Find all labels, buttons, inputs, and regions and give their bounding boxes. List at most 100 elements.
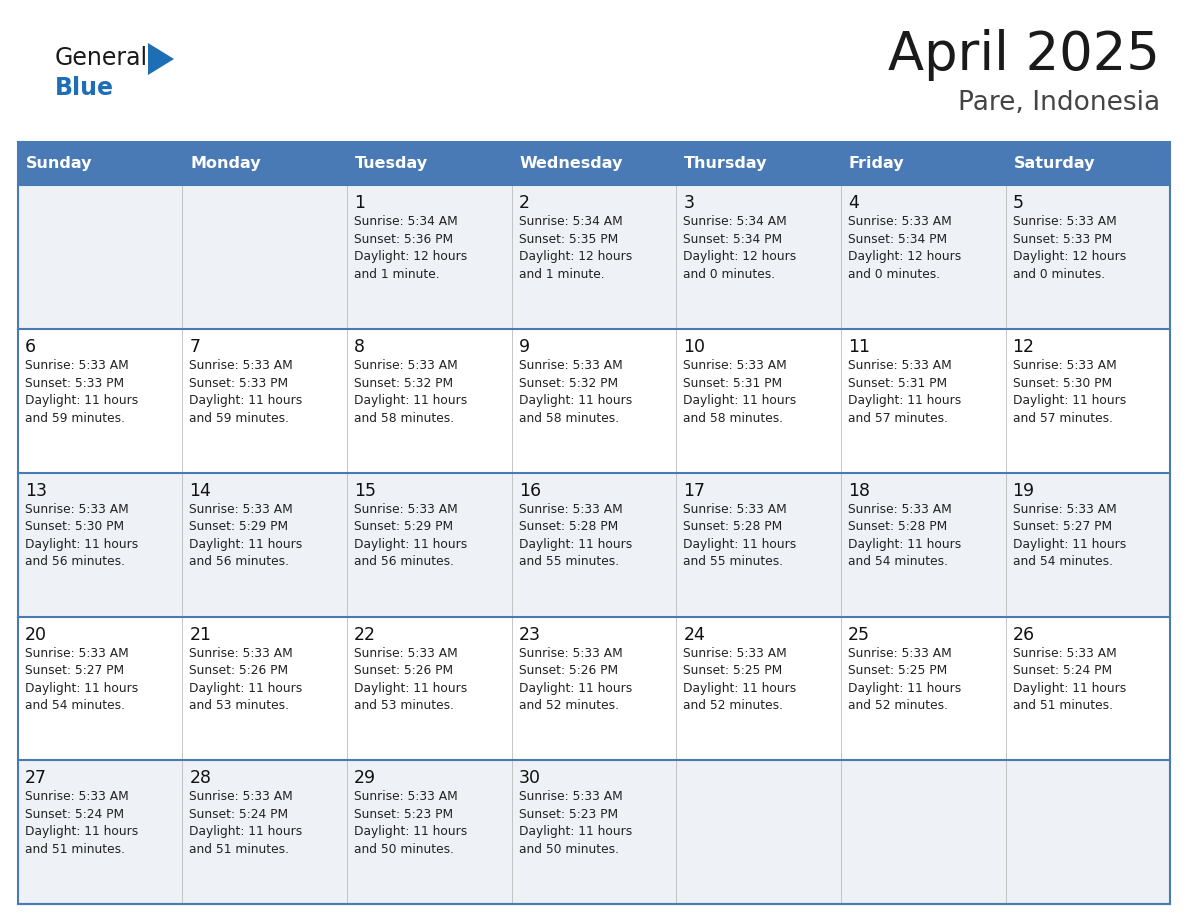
Text: 12: 12 (1012, 338, 1035, 356)
Text: 7: 7 (189, 338, 201, 356)
Bar (1005, 617, 1170, 760)
Text: 20: 20 (25, 626, 46, 644)
Bar (676, 330, 841, 473)
Text: 25: 25 (848, 626, 870, 644)
Bar (18, 617, 183, 760)
Text: 13: 13 (25, 482, 46, 500)
Bar (347, 473, 512, 617)
Text: Tuesday: Tuesday (355, 156, 428, 172)
Bar (841, 185, 1005, 330)
Bar (676, 617, 841, 760)
Text: Sunrise: 5:33 AM
Sunset: 5:32 PM
Daylight: 11 hours
and 58 minutes.: Sunrise: 5:33 AM Sunset: 5:32 PM Dayligh… (519, 359, 632, 425)
Text: Sunrise: 5:33 AM
Sunset: 5:30 PM
Daylight: 11 hours
and 57 minutes.: Sunrise: 5:33 AM Sunset: 5:30 PM Dayligh… (1012, 359, 1126, 425)
Text: Sunrise: 5:33 AM
Sunset: 5:24 PM
Daylight: 11 hours
and 51 minutes.: Sunrise: 5:33 AM Sunset: 5:24 PM Dayligh… (189, 790, 303, 856)
Bar (18, 142, 1170, 904)
Bar (512, 473, 676, 617)
Bar (841, 330, 1005, 473)
Text: 15: 15 (354, 482, 377, 500)
Text: Sunrise: 5:33 AM
Sunset: 5:34 PM
Daylight: 12 hours
and 0 minutes.: Sunrise: 5:33 AM Sunset: 5:34 PM Dayligh… (848, 216, 961, 281)
Text: Sunrise: 5:33 AM
Sunset: 5:25 PM
Daylight: 11 hours
and 52 minutes.: Sunrise: 5:33 AM Sunset: 5:25 PM Dayligh… (683, 646, 797, 712)
Text: 22: 22 (354, 626, 377, 644)
Text: 9: 9 (519, 338, 530, 356)
Bar (512, 760, 676, 904)
Bar (1005, 473, 1170, 617)
Bar (183, 473, 347, 617)
Bar (18, 185, 183, 330)
Bar (1005, 185, 1170, 330)
Text: Sunrise: 5:33 AM
Sunset: 5:29 PM
Daylight: 11 hours
and 56 minutes.: Sunrise: 5:33 AM Sunset: 5:29 PM Dayligh… (189, 503, 303, 568)
Bar (512, 330, 676, 473)
Bar (676, 473, 841, 617)
Bar (183, 617, 347, 760)
Bar (1005, 760, 1170, 904)
Bar (841, 473, 1005, 617)
Text: Sunrise: 5:33 AM
Sunset: 5:24 PM
Daylight: 11 hours
and 51 minutes.: Sunrise: 5:33 AM Sunset: 5:24 PM Dayligh… (25, 790, 138, 856)
Text: Sunrise: 5:33 AM
Sunset: 5:31 PM
Daylight: 11 hours
and 58 minutes.: Sunrise: 5:33 AM Sunset: 5:31 PM Dayligh… (683, 359, 797, 425)
Text: 16: 16 (519, 482, 541, 500)
Text: Sunrise: 5:33 AM
Sunset: 5:33 PM
Daylight: 11 hours
and 59 minutes.: Sunrise: 5:33 AM Sunset: 5:33 PM Dayligh… (25, 359, 138, 425)
Text: Sunrise: 5:33 AM
Sunset: 5:24 PM
Daylight: 11 hours
and 51 minutes.: Sunrise: 5:33 AM Sunset: 5:24 PM Dayligh… (1012, 646, 1126, 712)
Text: Sunrise: 5:33 AM
Sunset: 5:26 PM
Daylight: 11 hours
and 52 minutes.: Sunrise: 5:33 AM Sunset: 5:26 PM Dayligh… (519, 646, 632, 712)
Text: Monday: Monday (190, 156, 261, 172)
Text: 3: 3 (683, 195, 694, 212)
Text: General: General (55, 46, 148, 70)
Bar (347, 617, 512, 760)
Text: 8: 8 (354, 338, 365, 356)
Bar (347, 330, 512, 473)
Text: 6: 6 (25, 338, 36, 356)
Text: 28: 28 (189, 769, 211, 788)
Text: 19: 19 (1012, 482, 1035, 500)
Text: 4: 4 (848, 195, 859, 212)
Text: Sunrise: 5:33 AM
Sunset: 5:23 PM
Daylight: 11 hours
and 50 minutes.: Sunrise: 5:33 AM Sunset: 5:23 PM Dayligh… (519, 790, 632, 856)
Text: Sunrise: 5:34 AM
Sunset: 5:36 PM
Daylight: 12 hours
and 1 minute.: Sunrise: 5:34 AM Sunset: 5:36 PM Dayligh… (354, 216, 467, 281)
Bar (841, 760, 1005, 904)
Text: Friday: Friday (849, 156, 904, 172)
Bar (183, 185, 347, 330)
Text: Sunday: Sunday (26, 156, 93, 172)
Text: Sunrise: 5:33 AM
Sunset: 5:26 PM
Daylight: 11 hours
and 53 minutes.: Sunrise: 5:33 AM Sunset: 5:26 PM Dayligh… (189, 646, 303, 712)
Text: 1: 1 (354, 195, 365, 212)
Text: Sunrise: 5:33 AM
Sunset: 5:33 PM
Daylight: 11 hours
and 59 minutes.: Sunrise: 5:33 AM Sunset: 5:33 PM Dayligh… (189, 359, 303, 425)
Text: Wednesday: Wednesday (519, 156, 623, 172)
Text: Sunrise: 5:33 AM
Sunset: 5:27 PM
Daylight: 11 hours
and 54 minutes.: Sunrise: 5:33 AM Sunset: 5:27 PM Dayligh… (25, 646, 138, 712)
Text: Sunrise: 5:33 AM
Sunset: 5:23 PM
Daylight: 11 hours
and 50 minutes.: Sunrise: 5:33 AM Sunset: 5:23 PM Dayligh… (354, 790, 467, 856)
Text: Sunrise: 5:33 AM
Sunset: 5:26 PM
Daylight: 11 hours
and 53 minutes.: Sunrise: 5:33 AM Sunset: 5:26 PM Dayligh… (354, 646, 467, 712)
Bar (18, 760, 183, 904)
Bar (183, 760, 347, 904)
Text: 5: 5 (1012, 195, 1024, 212)
Text: 23: 23 (519, 626, 541, 644)
Bar (676, 760, 841, 904)
Text: Sunrise: 5:33 AM
Sunset: 5:28 PM
Daylight: 11 hours
and 55 minutes.: Sunrise: 5:33 AM Sunset: 5:28 PM Dayligh… (683, 503, 797, 568)
Bar (183, 330, 347, 473)
Text: Blue: Blue (55, 76, 114, 100)
Text: Saturday: Saturday (1013, 156, 1095, 172)
Bar (512, 617, 676, 760)
Text: Sunrise: 5:33 AM
Sunset: 5:33 PM
Daylight: 12 hours
and 0 minutes.: Sunrise: 5:33 AM Sunset: 5:33 PM Dayligh… (1012, 216, 1126, 281)
Text: Sunrise: 5:33 AM
Sunset: 5:27 PM
Daylight: 11 hours
and 54 minutes.: Sunrise: 5:33 AM Sunset: 5:27 PM Dayligh… (1012, 503, 1126, 568)
Text: 24: 24 (683, 626, 706, 644)
Text: 26: 26 (1012, 626, 1035, 644)
Text: 14: 14 (189, 482, 211, 500)
Bar (347, 185, 512, 330)
Text: 11: 11 (848, 338, 870, 356)
Text: Sunrise: 5:34 AM
Sunset: 5:34 PM
Daylight: 12 hours
and 0 minutes.: Sunrise: 5:34 AM Sunset: 5:34 PM Dayligh… (683, 216, 797, 281)
Text: Thursday: Thursday (684, 156, 767, 172)
Text: 18: 18 (848, 482, 870, 500)
Text: 17: 17 (683, 482, 706, 500)
Bar (841, 617, 1005, 760)
Text: 21: 21 (189, 626, 211, 644)
Bar (18, 142, 1170, 185)
Text: Sunrise: 5:33 AM
Sunset: 5:29 PM
Daylight: 11 hours
and 56 minutes.: Sunrise: 5:33 AM Sunset: 5:29 PM Dayligh… (354, 503, 467, 568)
Bar (18, 330, 183, 473)
Text: 27: 27 (25, 769, 46, 788)
Bar (512, 185, 676, 330)
Bar (676, 185, 841, 330)
Text: Sunrise: 5:33 AM
Sunset: 5:31 PM
Daylight: 11 hours
and 57 minutes.: Sunrise: 5:33 AM Sunset: 5:31 PM Dayligh… (848, 359, 961, 425)
Text: Sunrise: 5:33 AM
Sunset: 5:25 PM
Daylight: 11 hours
and 52 minutes.: Sunrise: 5:33 AM Sunset: 5:25 PM Dayligh… (848, 646, 961, 712)
Bar (1005, 330, 1170, 473)
Text: Sunrise: 5:33 AM
Sunset: 5:30 PM
Daylight: 11 hours
and 56 minutes.: Sunrise: 5:33 AM Sunset: 5:30 PM Dayligh… (25, 503, 138, 568)
Text: Sunrise: 5:33 AM
Sunset: 5:32 PM
Daylight: 11 hours
and 58 minutes.: Sunrise: 5:33 AM Sunset: 5:32 PM Dayligh… (354, 359, 467, 425)
Text: April 2025: April 2025 (889, 29, 1159, 81)
Text: 30: 30 (519, 769, 541, 788)
Text: Sunrise: 5:33 AM
Sunset: 5:28 PM
Daylight: 11 hours
and 54 minutes.: Sunrise: 5:33 AM Sunset: 5:28 PM Dayligh… (848, 503, 961, 568)
